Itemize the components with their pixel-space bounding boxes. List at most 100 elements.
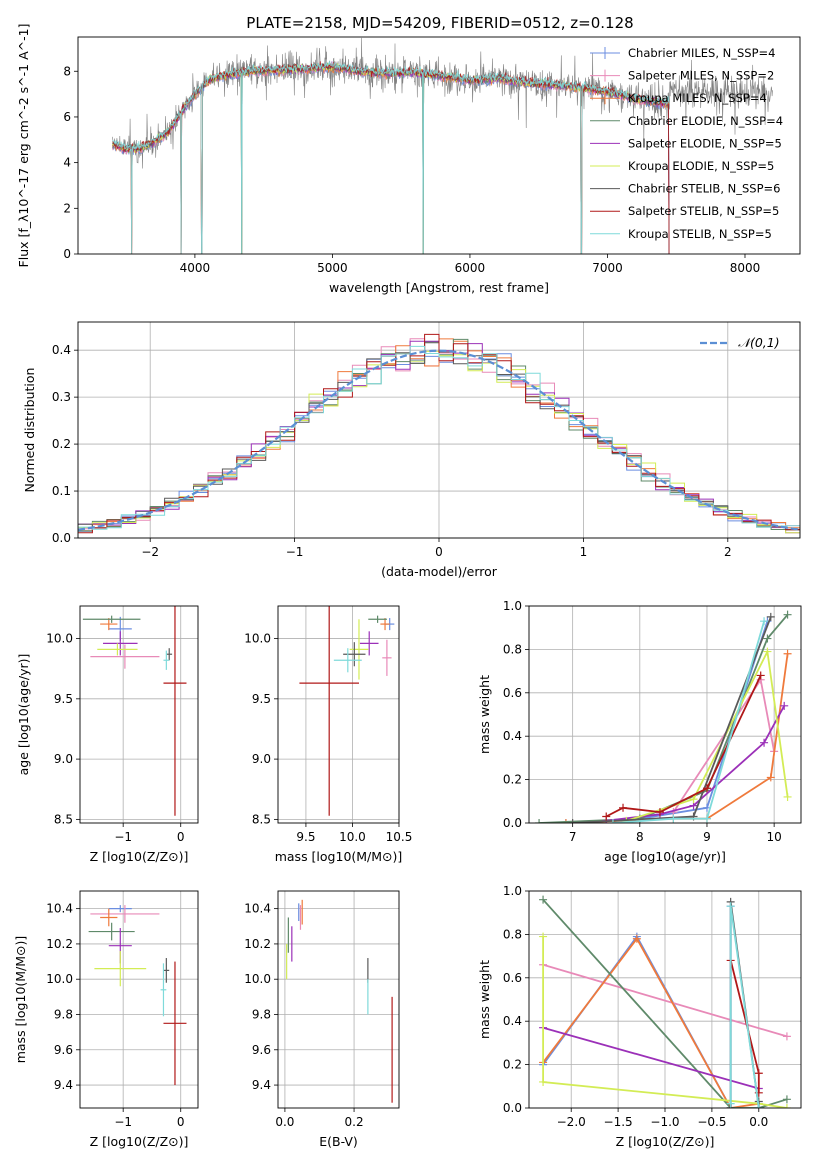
residuals-xtick-label: 1 [580,545,588,559]
mass_vs_EBV-plot-area [286,899,393,1103]
mass_weight_vs_Z-ytick-label: 0.6 [503,971,522,985]
mass-weight-line-salpeter_elodie [542,1026,760,1090]
mass-weight-marker-kroupa_stelib [608,819,617,823]
legend-label-chabrier_stelib: Chabrier STELIB, N_SSP=6 [628,182,780,196]
age_vs_Z-ytick-label: 10.0 [46,632,73,646]
mass-weight-marker-chabrier_elodie [763,634,772,643]
mass-weight-marker-kroupa_stelib [754,1104,763,1108]
mass-weight-marker-salpeter_stelib [655,808,664,817]
age_vs_mass-axes: 9.5 10.0 10.5 8.5 9.0 9.5 10.0 mass [log10(M/M⊙… [244,606,412,864]
mass_weight_vs_age-ytick-label: 0.8 [503,642,522,656]
mass-weight-marker-chabrier_stelib [568,819,577,823]
residuals-frame [77,321,801,539]
legend-label-kroupa_elodie: Kroupa ELODIE, N_SSP=5 [628,159,774,173]
age_vs_Z-ylabel: age [log10(age/yr)] [16,654,31,776]
mass-weight-marker-kroupa_elodie [783,792,792,801]
residuals-ylabel: Normed distribution [22,368,37,493]
legend-label-gaussian: 𝒩(0,1) [738,335,780,350]
mass-weight-line-chabrier_miles [565,620,769,823]
age_vs_Z-ytick-label: 9.0 [54,752,73,766]
mass-weight-line-kroupa_stelib [729,906,760,1108]
mass-weight-marker-salpeter_stelib [602,812,611,821]
age_vs_mass-ytick-label: 9.5 [252,692,271,706]
mass_vs_EBV-xtick-label: 0.0 [275,1115,294,1129]
mass-weight-marker-kroupa_elodie [689,795,698,804]
age_vs_mass-plot-area [299,606,395,816]
age_vs_mass-ytick-label: 9.0 [252,752,271,766]
mass_weight_vs_age-ytick-label: 0.4 [503,729,522,743]
figure-title: PLATE=2158, MJD=54209, FIBERID=0512, z=0… [246,14,633,32]
mass_vs_EBV-ytick-label: 9.8 [252,1007,271,1021]
mass_weight_vs_age-xtick-label: 7 [569,830,577,844]
mass_weight_vs_age-ytick-label: 1.0 [503,599,522,613]
age_vs_mass-xtick-label: 10.5 [386,830,413,844]
age_vs_Z-xlabel: Z [log10(Z/Z⊙)] [90,849,189,864]
mass-weight-marker-kroupa_elodie [539,932,548,941]
mass-weight-marker-salpeter_stelib [702,784,711,793]
mass_weight_vs_age-xlabel: age [log10(age/yr)] [604,849,726,864]
mass-weight-marker-kroupa_stelib [726,1099,735,1108]
spectrum-ylabel: Flux [f_λ10^-17 erg cm^-2 s^-1 A^-1] [16,24,31,268]
mass-weight-marker-salpeter_elodie [780,701,789,710]
mass-weight-marker-salpeter_stelib [754,1069,763,1078]
residuals-ytick-label: 0.0 [52,531,71,545]
mass_vs_EBV-ytick-label: 9.6 [252,1043,271,1057]
residuals-ytick-label: 0.1 [52,484,71,498]
histogram-step-kroupa_stelib [78,345,800,538]
legend-label-kroupa_miles: Kroupa MILES, N_SSP=4 [628,91,767,105]
mass_vs_EBV-ytick-label: 10.2 [244,937,271,951]
mass-weight-marker-salpeter_miles [782,1032,791,1041]
age_vs_Z-axes: −1 0 8.5 9.0 9.5 10.0 Z [log10(Z/Z⊙)] age [log1… [16,606,198,864]
mass-weight-marker-kroupa_miles [766,773,775,782]
spectrum-xlabel: wavelength [Angstrom, rest frame] [329,280,549,295]
age_vs_mass-ytick-label: 8.5 [252,812,271,826]
mass_weight_vs_Z-axes: −2.0 −1.5 −1.0 −0.5 0.0 0.0 0.2 0.4 0.6 0.8 1.0 Z [… [477,884,801,1149]
mass_vs_Z-axes: −1 0 9.4 9.6 9.8 10.0 10.2 10.4 Z [log10(Z/Z⊙)] m… [13,891,198,1149]
spectrum-ytick-label: 0 [63,247,71,261]
residuals-ytick-label: 0.3 [52,390,71,404]
mass_weight_vs_Z-ytick-label: 1.0 [503,884,522,898]
age_vs_mass-frame [277,605,400,824]
mass_weight_vs_age-axes: 7 8 9 10 0.0 0.2 0.4 0.6 0.8 1.0 age [log10(age/yr… [477,599,801,864]
mass_vs_Z-ytick-label: 9.4 [54,1078,73,1092]
mass-weight-marker-kroupa_elodie [763,647,772,656]
mass_vs_EBV-frame [277,890,400,1109]
mass-weight-marker-kroupa_stelib [726,902,735,911]
spectrum-xtick-label: 5000 [317,261,348,275]
residuals-xlabel: (data-model)/error [381,564,498,579]
age_vs_Z-xtick-label: −1 [114,830,132,844]
mass_vs_EBV-ytick-label: 10.4 [244,902,271,916]
legend-label-kroupa_stelib: Kroupa STELIB, N_SSP=5 [628,227,772,241]
spectrum-axes: 4000 5000 6000 7000 8000 0 2 4 6 8 wavelength [Ang… [16,24,760,295]
mass_weight_vs_age-ytick-label: 0.2 [503,773,522,787]
mass_weight_vs_age-ytick-label: 0.6 [503,686,522,700]
spectrum-ytick-label: 6 [63,110,71,124]
mass_vs_Z-ytick-label: 9.8 [54,1007,73,1021]
legend-label-salpeter_miles: Salpeter MILES, N_SSP=2 [628,69,774,83]
mass-weight-line-salpeter_elodie [606,705,785,822]
mass-weight-line-chabrier_stelib [572,616,772,823]
legend-label-salpeter_stelib: Salpeter STELIB, N_SSP=5 [628,204,779,218]
residuals-xtick-label: −2 [141,545,159,559]
age_vs_Z-frame [79,605,199,824]
mass_weight_vs_age-ytick-label: 0.0 [503,816,522,830]
mass_vs_Z-ytick-label: 10.4 [46,902,73,916]
mass_vs_Z-xtick-label: −1 [114,1115,132,1129]
spectrum-model-line-kroupa_stelib [112,60,670,254]
spectrum-plot-area [112,37,773,254]
mass_weight_vs_age-xtick-label: 8 [636,830,644,844]
mass_weight_vs_Z-ylabel: mass weight [477,960,492,1039]
mass_vs_Z-ytick-label: 10.0 [46,972,73,986]
mass-weight-marker-kroupa_miles [561,819,570,823]
mass_weight_vs_Z-ytick-label: 0.4 [503,1014,522,1028]
mass-weight-marker-salpeter_elodie [760,738,769,747]
mass_vs_EBV-ytick-label: 9.4 [252,1078,271,1092]
mass-weight-line-kroupa_elodie [542,936,788,1108]
mass-weight-marker-kroupa_elodie [782,1104,791,1108]
mass_vs_Z-frame [79,890,199,1109]
mass_vs_Z-xtick-label: 0 [177,1115,185,1129]
mass_weight_vs_Z-plot-area [539,895,791,1108]
mass_vs_Z-ytick-label: 10.2 [46,937,73,951]
legend-label-chabrier_elodie: Chabrier ELODIE, N_SSP=4 [628,114,783,128]
mass-weight-marker-salpeter_stelib [756,671,765,680]
